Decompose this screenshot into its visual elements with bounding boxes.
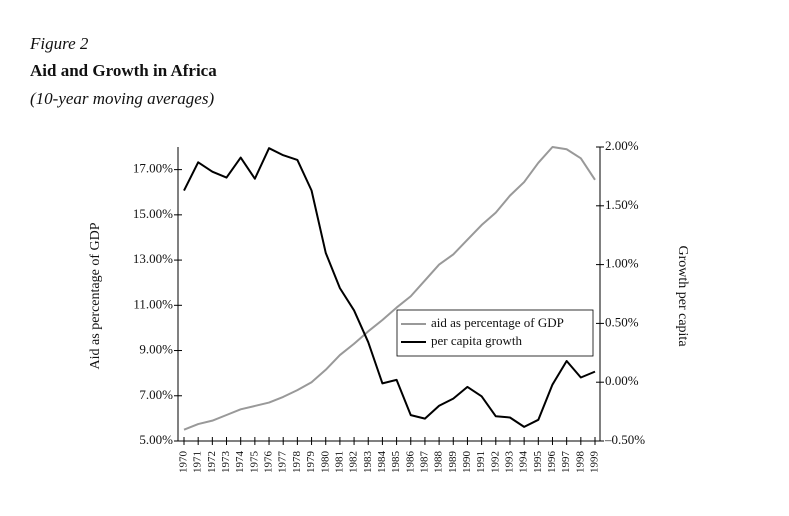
x-tick-label: 1981 (333, 451, 345, 473)
y-tick-label: 5.00% (139, 432, 173, 447)
x-tick-label: 1976 (263, 451, 275, 474)
y2-tick-label: 0.00% (605, 373, 639, 388)
y2-axis-label: Growth per capita (675, 245, 690, 347)
x-tick-label: 1993 (503, 451, 515, 474)
x-tick-label: 1975 (248, 451, 260, 474)
x-tick-label: 1998 (574, 451, 586, 474)
chart-subtitle: (10-year moving averages) (30, 89, 214, 108)
x-tick-label: 1980 (319, 451, 331, 474)
y-tick-label: 9.00% (139, 342, 173, 357)
y2-tick-label: –0.50% (604, 432, 645, 447)
y-tick-label: 13.00% (133, 251, 173, 266)
y2-tick-label: 1.00% (605, 256, 639, 271)
y2-tick-label: 1.50% (605, 197, 639, 212)
y-tick-label: 15.00% (133, 206, 173, 221)
x-tick-label: 1983 (362, 451, 374, 474)
x-tick-label: 1990 (461, 451, 473, 474)
x-tick-label: 1970 (178, 451, 190, 474)
x-tick-label: 1991 (475, 451, 487, 473)
y2-tick-label: 2.00% (605, 138, 639, 153)
figure-label: Figure 2 (29, 34, 89, 53)
x-tick-label: 1996 (546, 451, 558, 474)
x-tick-label: 1974 (234, 451, 246, 474)
x-tick-label: 1979 (305, 451, 317, 474)
legend-label: aid as percentage of GDP (431, 315, 564, 330)
legend-box (396, 309, 594, 357)
x-tick-label: 1978 (291, 451, 303, 474)
x-tick-label: 1972 (206, 451, 218, 473)
y-axis-label: Aid as percentage of GDP (88, 222, 103, 369)
x-tick-label: 1999 (589, 451, 601, 474)
x-tick-label: 1973 (220, 451, 232, 474)
x-tick-label: 1985 (390, 451, 402, 474)
legend-label: per capita growth (431, 333, 522, 348)
series-line (183, 146, 596, 431)
y-tick-label: 17.00% (133, 161, 173, 176)
x-tick-label: 1992 (489, 451, 501, 473)
x-tick-label: 1986 (404, 451, 416, 474)
x-tick-label: 1977 (277, 451, 289, 474)
x-tick-label: 1997 (560, 451, 572, 474)
x-tick-label: 1971 (192, 451, 204, 473)
x-tick-label: 1995 (532, 451, 544, 474)
chart-title: Aid and Growth in Africa (30, 61, 217, 80)
x-tick-label: 1987 (418, 451, 430, 474)
series-line (183, 147, 596, 428)
x-tick-label: 1984 (376, 451, 388, 474)
x-tick-label: 1988 (433, 451, 445, 474)
x-tick-label: 1994 (518, 451, 530, 474)
y-tick-label: 11.00% (133, 296, 173, 311)
y-tick-label: 7.00% (139, 387, 173, 402)
y2-tick-label: 0.50% (605, 314, 639, 329)
x-tick-label: 1982 (348, 451, 360, 473)
x-tick-label: 1989 (447, 451, 459, 474)
